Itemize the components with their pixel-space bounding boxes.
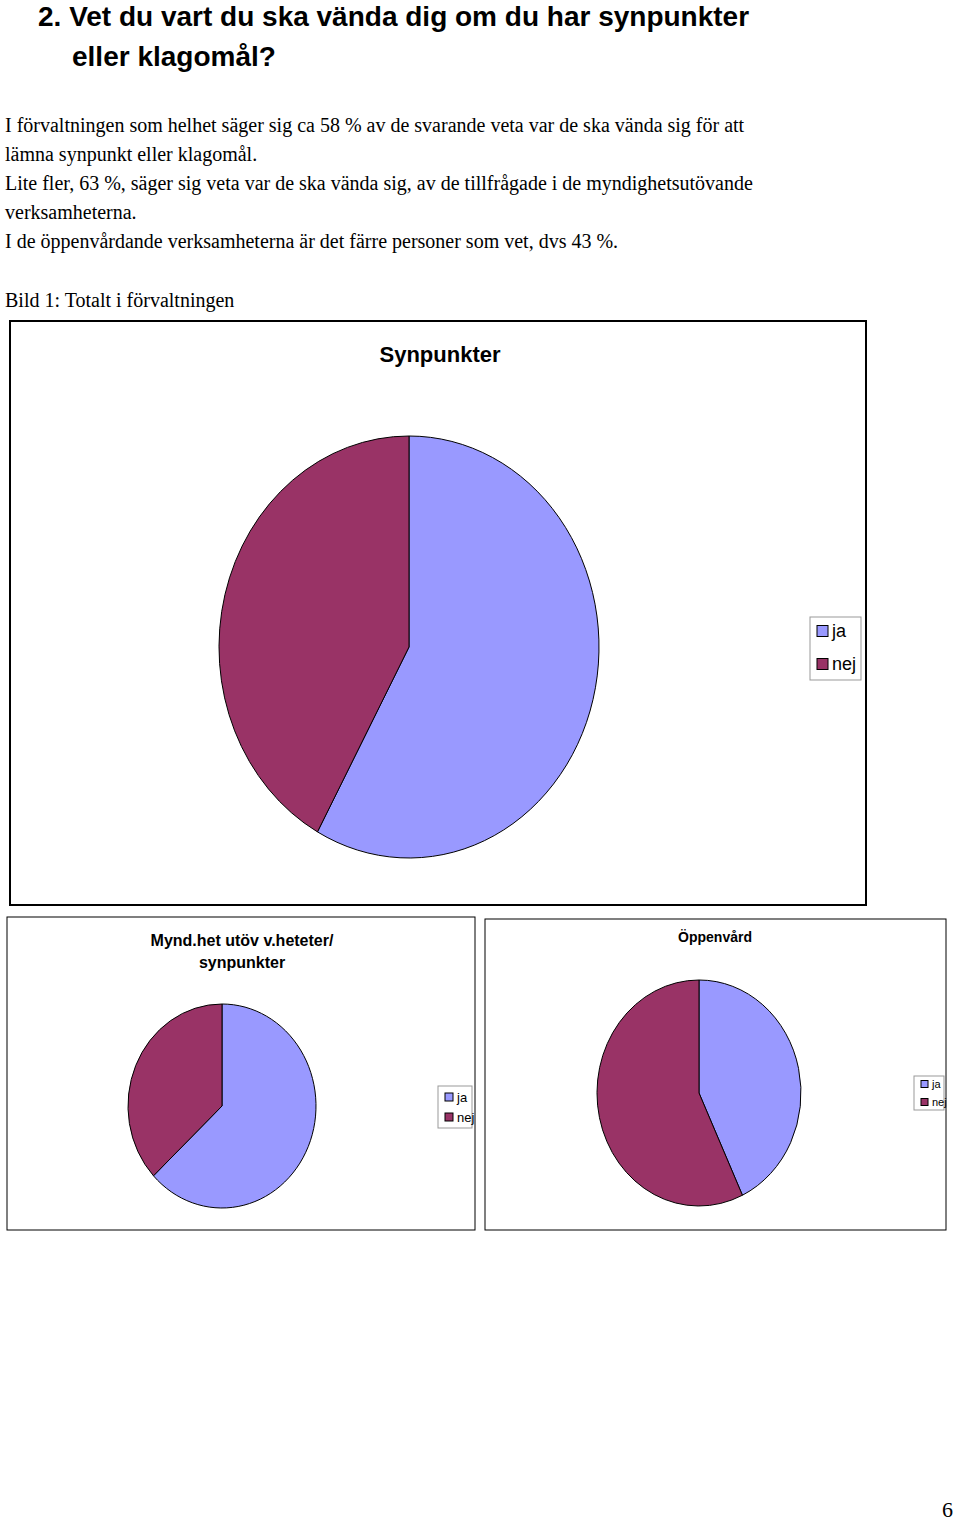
chart: Mynd.het utöv v.heteter/synpunkter ja nej — [7, 917, 475, 1230]
caption: Bild 1: Totalt i förvaltningen — [5, 289, 234, 312]
heading: 2. Vet du vart du ska vända dig om du ha… — [38, 1, 749, 32]
legend-frame — [810, 617, 861, 680]
chart-title: Synpunkter — [379, 342, 500, 367]
chart-title: Öppenvård — [678, 929, 752, 945]
legend: ja nej — [810, 617, 861, 680]
heading: eller klagomål? — [72, 41, 276, 72]
paragraph-line: lämna synpunkt eller klagomål. — [5, 143, 257, 166]
legend-label: nej — [457, 1110, 474, 1125]
chart-frame — [485, 919, 946, 1230]
pie-slice — [597, 980, 742, 1206]
legend-swatch — [445, 1093, 453, 1101]
chart-frame — [7, 917, 475, 1230]
chart-frame — [10, 321, 866, 905]
legend-label: nej — [932, 1096, 947, 1108]
legend-label: ja — [456, 1090, 468, 1105]
legend-swatch — [817, 659, 828, 670]
page: 2. Vet du vart du ska vända dig om du ha… — [0, 0, 960, 1519]
pie-slice — [128, 1004, 222, 1176]
legend-label: nej — [832, 654, 856, 674]
chart-title: Mynd.het utöv v.heteter/synpunkter — [151, 932, 334, 971]
legend: ja nej — [914, 1076, 947, 1110]
paragraph-line: verksamheterna. — [5, 201, 137, 223]
pie — [219, 436, 599, 858]
page-number: 6 — [942, 1497, 953, 1519]
legend-swatch — [921, 1081, 928, 1088]
legend-swatch — [921, 1099, 928, 1106]
paragraph-line: I förvaltningen som helhet säger sig ca … — [5, 114, 745, 137]
pie — [128, 1004, 316, 1208]
chart: Synpunkter ja nej — [10, 321, 866, 905]
legend: ja nej — [438, 1086, 474, 1128]
legend-label: ja — [931, 1078, 941, 1090]
paragraph-line: I de öppenvårdande verksamheterna är det… — [5, 230, 618, 253]
legend-label: ja — [831, 621, 847, 641]
pie — [597, 980, 801, 1206]
chart: Öppenvård ja nej — [485, 919, 947, 1230]
legend-swatch — [817, 626, 828, 637]
legend-swatch — [445, 1113, 453, 1121]
pie-slice — [219, 436, 409, 832]
paragraph-line: Lite fler, 63 %, säger sig veta var de s… — [5, 172, 753, 195]
